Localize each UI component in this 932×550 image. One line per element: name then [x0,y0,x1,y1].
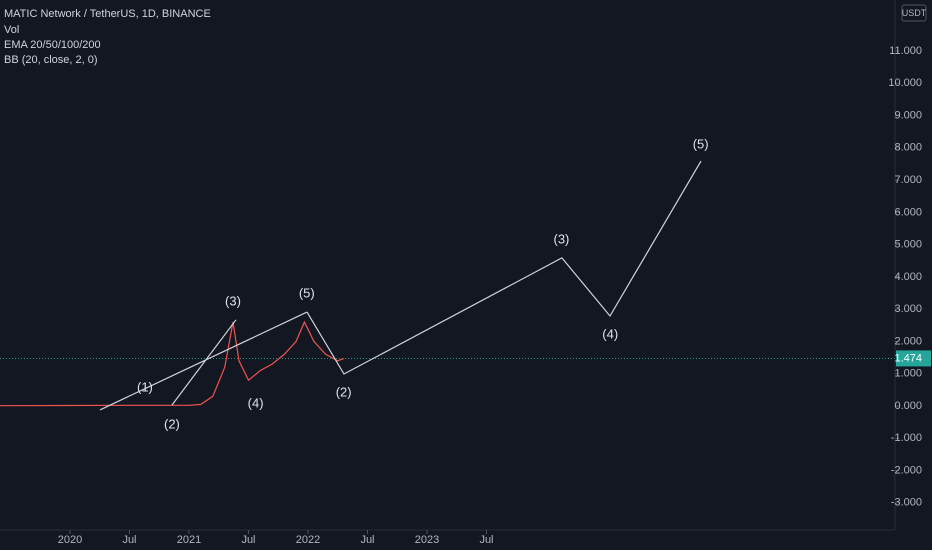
y-tick-label: 10.000 [888,77,922,89]
y-tick-label: -2.000 [891,464,922,476]
y-tick-label: 8.000 [894,142,922,154]
wave-label: (5) [299,285,315,300]
wave-label: (3) [553,232,569,247]
y-tick-label: 7.000 [894,174,922,186]
y-tick-label: 6.000 [894,206,922,218]
wave-label: (4) [602,326,618,341]
chart-title: MATIC Network / TetherUS, 1D, BINANCE [4,8,211,20]
y-tick-label: 11.000 [889,45,922,57]
wave-label: (3) [225,294,241,309]
y-tick-label: 5.000 [894,239,922,251]
wave-label: (4) [248,395,264,410]
y-tick-label: 3.000 [894,303,922,315]
series-line [306,160,702,375]
wave-label: (2) [336,385,352,400]
x-tick-label: 2023 [415,534,439,546]
y-tick-label: -1.000 [891,432,922,444]
y-unit: USDT [902,8,927,18]
price-label: 1.474 [894,352,922,364]
x-tick-label: Jul [241,534,255,546]
y-tick-label: -3.000 [891,497,922,509]
wave-label: (5) [693,136,709,151]
price-label-box [896,350,931,367]
y-tick-label: 1.000 [894,368,922,380]
x-tick-label: 2022 [296,534,320,546]
wave-label: (1) [137,379,153,394]
series-line [99,311,308,411]
x-tick-label: Jul [360,534,374,546]
series-line [0,320,344,407]
series-line [171,319,237,406]
y-tick-label: 0.000 [894,400,922,412]
wave-label: (2) [164,416,180,431]
y-tick-label: 4.000 [894,271,922,283]
x-tick-label: 2020 [58,534,82,546]
x-tick-label: 2021 [177,534,201,546]
indicator: Vol [4,24,19,36]
x-tick-label: Jul [479,534,493,546]
indicator: EMA 20/50/100/200 [4,39,101,51]
x-tick-label: Jul [122,534,136,546]
y-tick-label: 2.000 [894,335,922,347]
y-tick-label: 9.000 [894,109,922,121]
unit-box[interactable] [901,4,927,22]
indicator: BB (20, close, 2, 0) [4,54,98,66]
